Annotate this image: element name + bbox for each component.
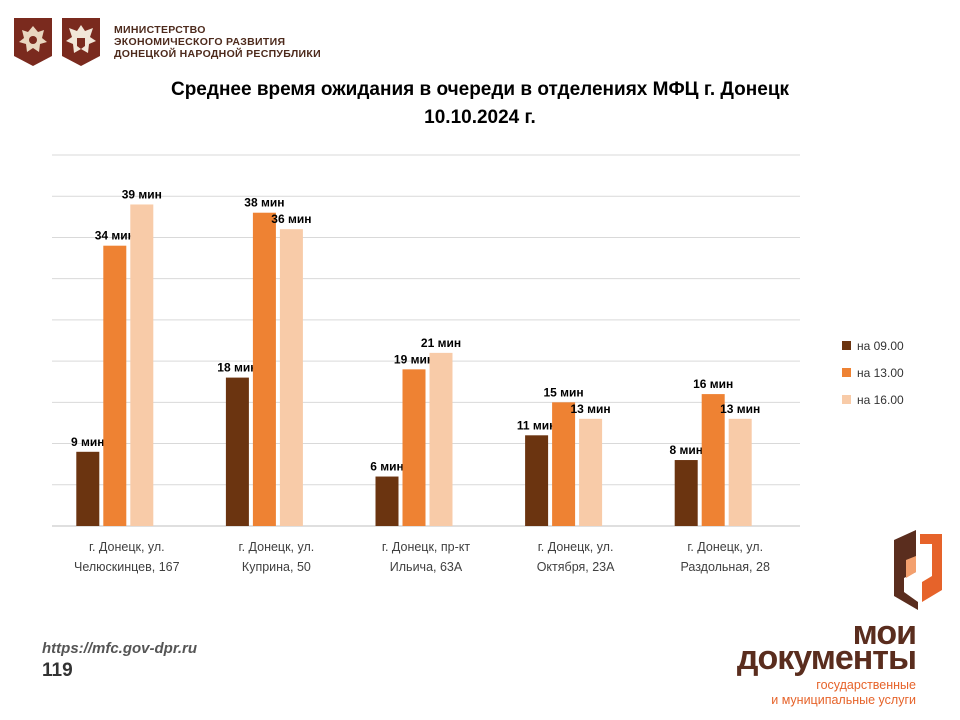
chart-title: Среднее время ожидания в очереди в отдел… bbox=[0, 76, 960, 132]
data-label: 19 мин bbox=[394, 352, 434, 366]
brand-subtitle: государственные и муниципальные услуги bbox=[771, 678, 916, 708]
page-number: 119 bbox=[42, 660, 73, 681]
data-label: 36 мин bbox=[271, 212, 311, 226]
russia-coat-of-arms-icon bbox=[14, 18, 52, 66]
legend-swatch bbox=[842, 368, 851, 377]
legend-label: на 13.00 bbox=[857, 365, 904, 380]
data-label: 9 мин bbox=[71, 435, 105, 449]
data-label: 11 мин bbox=[517, 418, 557, 432]
bar bbox=[130, 204, 154, 526]
bar bbox=[76, 451, 100, 526]
data-label: 8 мин bbox=[669, 443, 703, 457]
chart-title-line-2: 10.10.2024 г. bbox=[424, 107, 536, 128]
data-label: 15 мин bbox=[544, 385, 584, 399]
ministry-line: МИНИСТЕРСТВО bbox=[114, 24, 206, 36]
category-label: г. Донецк, ул. bbox=[538, 540, 614, 554]
bar bbox=[552, 402, 576, 526]
data-label: 13 мин bbox=[720, 402, 760, 416]
data-label: 16 мин bbox=[693, 377, 733, 391]
category-label: г. Донецк, ул. bbox=[239, 540, 315, 554]
legend-item-1600: на 16.00 bbox=[842, 386, 904, 413]
moi-dokumenty-emblem-icon bbox=[894, 530, 942, 610]
data-label: 21 мин bbox=[421, 336, 461, 350]
legend-label: на 16.00 bbox=[857, 392, 904, 407]
brand-line-2: документы bbox=[736, 639, 917, 677]
ministry-line: ЭКОНОМИЧЕСКОГО РАЗВИТИЯ bbox=[114, 36, 286, 48]
bar bbox=[103, 245, 127, 526]
bar bbox=[429, 352, 453, 526]
category-label: Челюскинцев, 167 bbox=[74, 560, 180, 574]
category-label: Куприна, 50 bbox=[242, 560, 311, 574]
dpr-coat-of-arms-icon bbox=[62, 18, 100, 66]
category-label: Октября, 23А bbox=[537, 560, 615, 574]
category-label: Раздольная, 28 bbox=[680, 560, 769, 574]
data-label: 13 мин bbox=[571, 402, 611, 416]
data-label: 38 мин bbox=[244, 196, 284, 210]
legend-item-0900: на 09.00 bbox=[842, 332, 904, 359]
brand-subtitle-line: государственные bbox=[816, 678, 916, 692]
ministry-name: МИНИСТЕРСТВО ЭКОНОМИЧЕСКОГО РАЗВИТИЯ ДОН… bbox=[114, 24, 321, 60]
bar bbox=[375, 476, 399, 526]
category-label: г. Донецк, пр-кт bbox=[382, 540, 470, 554]
category-label: г. Донецк, ул. bbox=[687, 540, 763, 554]
bar bbox=[225, 377, 249, 526]
chart-legend: на 09.00 на 13.00 на 16.00 bbox=[842, 332, 904, 413]
data-label: 39 мин bbox=[122, 187, 162, 201]
legend-label: на 09.00 bbox=[857, 338, 904, 353]
legend-swatch bbox=[842, 395, 851, 404]
bar bbox=[252, 212, 276, 526]
brand-subtitle-line: и муниципальные услуги bbox=[771, 693, 916, 707]
bar bbox=[674, 460, 698, 526]
bar bbox=[402, 369, 426, 526]
data-label: 18 мин bbox=[217, 361, 257, 375]
legend-item-1300: на 13.00 bbox=[842, 359, 904, 386]
category-label: Ильича, 63А bbox=[390, 560, 463, 574]
data-label: 6 мин bbox=[370, 460, 404, 474]
data-label: 34 мин bbox=[95, 229, 135, 243]
header: МИНИСТЕРСТВО ЭКОНОМИЧЕСКОГО РАЗВИТИЯ ДОН… bbox=[12, 14, 321, 70]
chart-title-line-1: Среднее время ожидания в очереди в отдел… bbox=[170, 79, 790, 100]
website-link[interactable]: https://mfc.gov-dpr.ru bbox=[42, 640, 197, 657]
legend-swatch bbox=[842, 341, 851, 350]
ministry-line: ДОНЕЦКОЙ НАРОДНОЙ РЕСПУБЛИКИ bbox=[114, 48, 321, 60]
bar bbox=[279, 229, 303, 526]
bar-chart: 9 мин 34 мин 39 мин г. Донецк, ул. Челюскинц… bbox=[52, 154, 800, 574]
brand-line-1: мои bbox=[852, 614, 917, 652]
category-label: г. Донецк, ул. bbox=[89, 540, 165, 554]
moi-dokumenty-logo: мои документы государственные и муниципа… bbox=[722, 530, 952, 715]
bar bbox=[525, 435, 549, 526]
bar bbox=[579, 418, 603, 526]
bar bbox=[701, 394, 725, 526]
bar bbox=[728, 418, 752, 526]
